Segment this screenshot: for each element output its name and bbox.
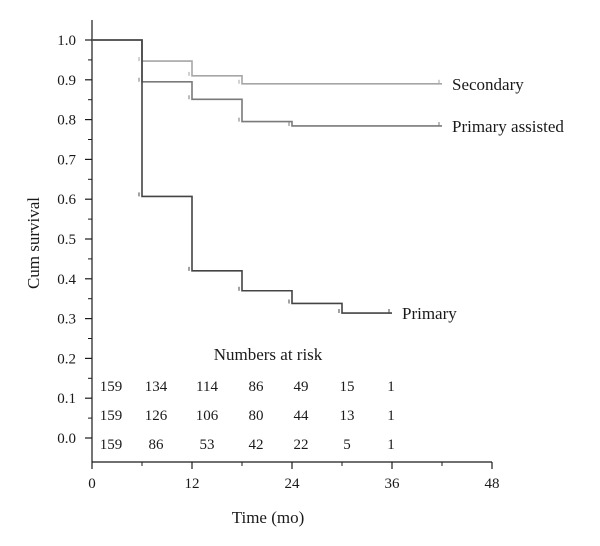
x-tick-label: 12 [185, 476, 200, 492]
survival-curves [92, 39, 442, 314]
risk-count: 80 [249, 408, 264, 424]
risk-count: 86 [249, 379, 265, 395]
risk-count: 13 [340, 408, 355, 424]
risk-table-title: Numbers at risk [214, 345, 323, 364]
risk-count: 159 [100, 408, 123, 424]
risk-count: 53 [200, 437, 215, 453]
risk-count: 106 [196, 408, 219, 424]
series-label: Primary [402, 304, 457, 323]
series-labels: Secondary Primary assisted Primary [402, 75, 564, 323]
x-tick-label: 24 [285, 476, 301, 492]
risk-count: 22 [294, 437, 309, 453]
x-axis-title: Time (mo) [232, 508, 305, 527]
y-tick-label: 0.2 [57, 351, 76, 367]
series-line [92, 39, 392, 314]
series-label: Primary assisted [452, 117, 564, 136]
risk-count: 5 [343, 437, 351, 453]
series-label: Secondary [452, 75, 524, 94]
risk-count: 86 [149, 437, 165, 453]
risk-count: 126 [145, 408, 168, 424]
y-tick-label: 0.4 [57, 272, 76, 288]
x-tick-label: 36 [385, 476, 401, 492]
risk-count: 1 [387, 379, 395, 395]
risk-count: 44 [294, 408, 310, 424]
y-tick-label: 1.0 [57, 33, 76, 49]
series-line [92, 39, 442, 85]
risk-count: 1 [387, 408, 395, 424]
y-tick-label: 0.9 [57, 73, 76, 89]
x-tick-label: 0 [88, 476, 96, 492]
y-tick-label: 0.3 [57, 312, 76, 328]
y-tick-label: 0.1 [57, 391, 76, 407]
risk-count: 1 [387, 437, 395, 453]
risk-count: 114 [196, 379, 218, 395]
y-tick-label: 0.5 [57, 232, 76, 248]
risk-count: 134 [145, 379, 168, 395]
y-tick-label: 0.8 [57, 113, 76, 129]
risk-count: 159 [100, 437, 123, 453]
y-axis-title: Cum survival [24, 197, 43, 289]
risk-count: 159 [100, 379, 123, 395]
x-tick-label: 48 [485, 476, 500, 492]
risk-count: 42 [249, 437, 264, 453]
y-tick-label: 0.7 [57, 152, 76, 168]
risk-count: 49 [294, 379, 309, 395]
risk-count: 15 [340, 379, 355, 395]
y-tick-label: 0.0 [57, 431, 76, 447]
y-tick-label: 0.6 [57, 192, 76, 208]
axes: 0.0 0.1 0.2 0.3 0.4 0.5 0.6 0.7 0.8 0.9 1.0 0 12 24 36… [57, 20, 500, 492]
